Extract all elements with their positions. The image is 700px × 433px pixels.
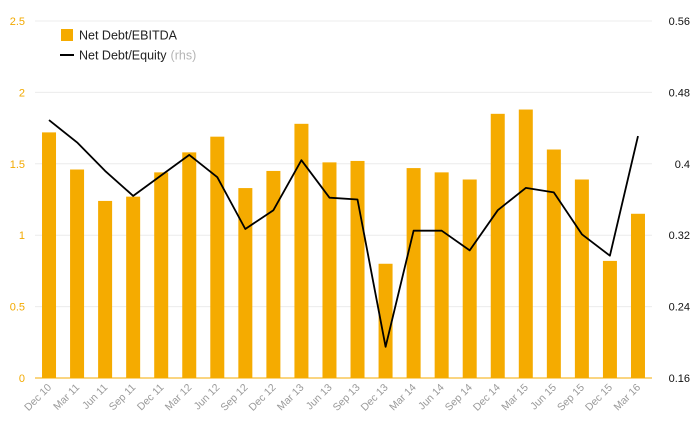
bar-sep-15 <box>574 179 589 378</box>
bar-dec-11 <box>154 172 169 378</box>
x-tick-label: Sep 15 <box>555 382 587 414</box>
x-tick-label: Jun 11 <box>80 382 110 412</box>
legend: Net Debt/EBITDA Net Debt/Equity (rhs) <box>60 29 196 63</box>
x-tick-label: Mar 15 <box>499 382 531 414</box>
bar-series-net-debt-ebitda <box>42 109 645 378</box>
bar-mar-11 <box>70 169 85 378</box>
bar-dec-15 <box>602 260 617 378</box>
right-y-tick-label: 0.4 <box>675 159 690 171</box>
x-tick-label: Dec 15 <box>583 382 615 414</box>
x-tick-label: Jun 14 <box>416 382 447 413</box>
right-y-tick-label: 0.56 <box>669 16 690 28</box>
legend-item-net-debt-ebitda: Net Debt/EBITDA <box>61 29 178 43</box>
line-series-net-debt-equity <box>48 119 639 348</box>
bar-jun-15 <box>546 149 561 378</box>
bar-mar-15 <box>518 109 533 378</box>
left-y-tick-label: 1.5 <box>10 159 25 171</box>
bar-sep-12 <box>238 188 253 378</box>
bar-dec-14 <box>490 113 505 378</box>
bar-jun-13 <box>322 162 337 378</box>
left-y-tick-label: 0 <box>19 373 25 385</box>
x-tick-label: Dec 13 <box>359 382 391 414</box>
right-y-tick-label: 0.16 <box>669 373 690 385</box>
left-y-tick-label: 1 <box>19 230 25 242</box>
right-y-tick-label: 0.48 <box>669 87 690 99</box>
x-tick-label: Dec 10 <box>22 382 54 414</box>
bar-mar-16 <box>630 213 645 378</box>
x-tick-label: Jun 15 <box>528 382 559 413</box>
x-tick-label: Dec 14 <box>471 382 503 414</box>
bar-sep-11 <box>126 196 141 378</box>
legend-label-net-debt-ebitda: Net Debt/EBITDA <box>79 29 178 43</box>
bar-jun-14 <box>434 172 449 378</box>
bar-mar-13 <box>294 123 309 378</box>
x-tick-label: Jun 12 <box>192 382 223 413</box>
right-y-tick-label: 0.24 <box>669 302 690 314</box>
net-debt-equity-line <box>48 119 639 348</box>
x-tick-label: Dec 12 <box>246 382 278 414</box>
left-y-tick-label: 2 <box>19 87 25 99</box>
x-tick-label: Sep 12 <box>218 382 250 414</box>
legend-item-net-debt-equity: Net Debt/Equity (rhs) <box>60 49 196 63</box>
legend-series-suffix: (rhs) <box>171 49 197 63</box>
x-tick-label: Mar 12 <box>163 382 195 414</box>
left-y-tick-label: 0.5 <box>10 302 25 314</box>
bar-mar-12 <box>182 152 197 378</box>
x-tick-label: Mar 14 <box>387 382 419 414</box>
x-tick-label: Sep 11 <box>107 382 139 414</box>
x-tick-label: Sep 14 <box>443 382 475 414</box>
bar-sep-14 <box>462 179 477 378</box>
left-y-axis: 0 0.5 1 1.5 2 2.5 <box>10 16 25 385</box>
legend-swatch-bar <box>61 29 73 41</box>
right-y-tick-label: 0.32 <box>669 230 690 242</box>
legend-label-net-debt-equity: Net Debt/Equity (rhs) <box>79 49 196 63</box>
right-y-axis: 0.16 0.24 0.32 0.4 0.48 0.56 <box>669 16 690 385</box>
bar-jun-11 <box>98 200 113 378</box>
bar-dec-13 <box>378 263 393 378</box>
bar-dec-10 <box>42 132 57 378</box>
bar-dec-12 <box>266 170 281 378</box>
x-tick-label: Mar 13 <box>275 382 307 414</box>
x-tick-label: Sep 13 <box>331 382 363 414</box>
bar-jun-12 <box>210 136 225 378</box>
x-tick-label: Mar 16 <box>611 382 643 414</box>
x-tick-label: Dec 11 <box>135 382 167 414</box>
bar-sep-13 <box>350 160 365 378</box>
x-tick-label: Jun 13 <box>304 382 335 413</box>
left-y-tick-label: 2.5 <box>10 16 25 28</box>
legend-series-name: Net Debt/Equity <box>79 49 167 63</box>
bar-mar-14 <box>406 168 421 378</box>
x-tick-label: Mar 11 <box>51 382 82 413</box>
